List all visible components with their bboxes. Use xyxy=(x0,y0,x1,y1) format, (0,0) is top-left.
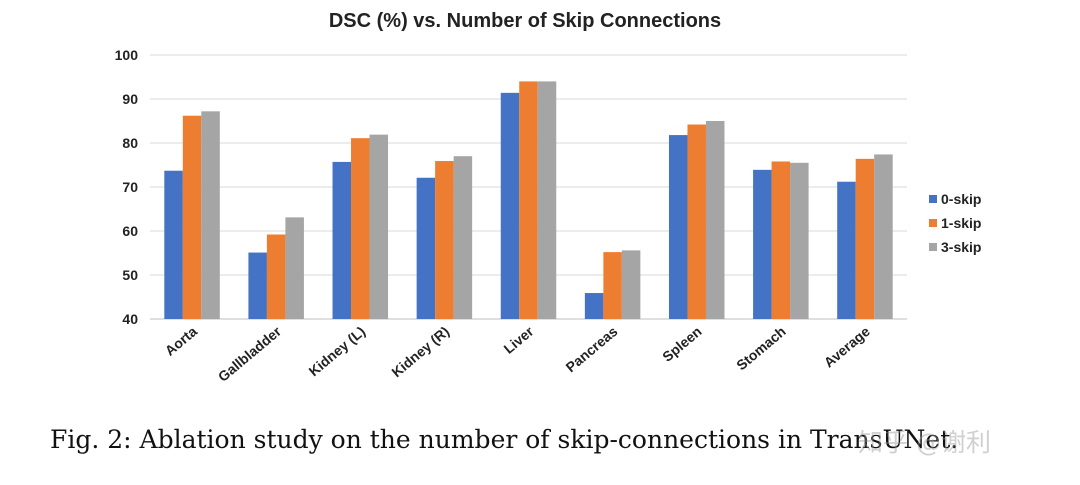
bar-spleen-1-skip xyxy=(687,124,706,320)
bar-liver-3-skip xyxy=(537,81,557,320)
legend-swatch-1-skip xyxy=(929,219,937,227)
legend: 0-skip 1-skip 3-skip xyxy=(929,191,981,255)
bar-pancreas-3-skip xyxy=(621,250,641,319)
bar-stomach-3-skip xyxy=(790,162,809,319)
x-category-label: Average xyxy=(821,323,873,371)
bar-gallbladder-1-skip xyxy=(266,234,286,319)
x-axis-labels: Aorta Gallbladder Kidney (L) Kidney (R) Live… xyxy=(162,323,873,385)
bar-average-0-skip xyxy=(837,181,856,319)
y-tick-label: 60 xyxy=(122,223,138,239)
bar-liver-1-skip xyxy=(519,81,538,320)
watermark: 知乎 @谢利 xyxy=(858,428,991,457)
y-tick-label: 50 xyxy=(122,267,138,283)
legend-label-3-skip: 3-skip xyxy=(941,239,981,255)
bar-gallbladder-0-skip xyxy=(248,252,267,319)
x-category-label: Aorta xyxy=(162,323,200,359)
bar-kidney-l-3-skip xyxy=(369,134,389,319)
bar-average-1-skip xyxy=(855,158,875,319)
bar-average-3-skip xyxy=(874,154,893,319)
x-category-label: Stomach xyxy=(733,323,789,373)
legend-swatch-3-skip xyxy=(929,243,937,251)
y-tick-label: 90 xyxy=(122,91,138,107)
y-tick-label: 80 xyxy=(122,135,138,151)
bars xyxy=(164,81,893,320)
legend-label-0-skip: 0-skip xyxy=(941,191,981,207)
chart: DSC (%) vs. Number of Skip Connections 4… xyxy=(115,10,982,385)
bar-pancreas-1-skip xyxy=(603,252,622,319)
figure-caption: Fig. 2: Ablation study on the number of … xyxy=(50,425,959,454)
x-category-label: Gallbladder xyxy=(215,323,285,385)
bar-spleen-0-skip xyxy=(668,135,688,319)
x-category-label: Spleen xyxy=(659,323,704,365)
bar-gallbladder-3-skip xyxy=(285,217,304,319)
y-tick-label: 100 xyxy=(115,47,139,63)
y-axis-ticks: 40 50 60 70 80 90 100 xyxy=(115,47,139,327)
x-category-label: Liver xyxy=(501,323,537,357)
bar-aorta-0-skip xyxy=(164,170,183,319)
legend-swatch-0-skip xyxy=(929,195,937,203)
y-tick-label: 70 xyxy=(122,179,138,195)
bar-kidney-l-0-skip xyxy=(332,161,352,319)
bar-kidney-r-1-skip xyxy=(435,161,454,319)
bar-kidney-l-1-skip xyxy=(351,138,370,319)
bar-aorta-3-skip xyxy=(201,111,220,319)
chart-title: DSC (%) vs. Number of Skip Connections xyxy=(329,10,721,32)
x-category-label: Pancreas xyxy=(563,323,621,375)
y-tick-label: 40 xyxy=(122,311,138,327)
x-category-label: Kidney (R) xyxy=(388,323,452,380)
bar-kidney-r-3-skip xyxy=(453,156,473,319)
bar-stomach-0-skip xyxy=(753,169,772,319)
x-category-label: Kidney (L) xyxy=(305,323,368,379)
bar-pancreas-0-skip xyxy=(584,293,604,319)
bar-stomach-1-skip xyxy=(771,161,791,319)
bar-liver-0-skip xyxy=(500,92,520,319)
bar-spleen-3-skip xyxy=(705,121,725,319)
bar-aorta-1-skip xyxy=(182,115,202,319)
bar-kidney-r-0-skip xyxy=(416,177,436,319)
legend-label-1-skip: 1-skip xyxy=(941,215,981,231)
